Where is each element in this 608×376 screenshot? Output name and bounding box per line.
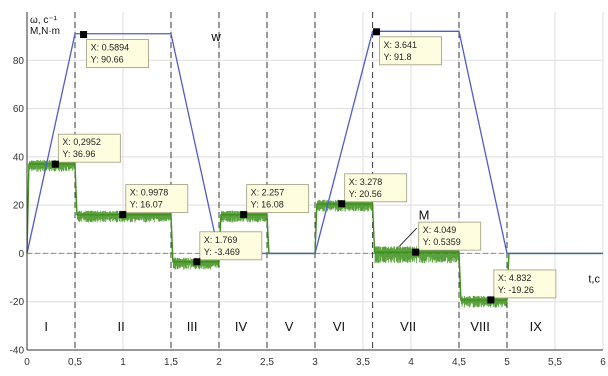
datatip-box bbox=[344, 173, 408, 203]
x-tick-label: 1,5 bbox=[164, 357, 178, 368]
y-tick-label: 20 bbox=[13, 201, 25, 212]
datatip-box bbox=[246, 184, 310, 214]
x-tick-label: 5 bbox=[504, 357, 510, 368]
datatip-box bbox=[125, 184, 189, 214]
datatip: X: 0,2952 Y: 36.96 bbox=[51, 133, 121, 168]
datatip: X: 0.5894 Y: 90.66 bbox=[80, 31, 149, 68]
datatip-x-text: X: 2.257 bbox=[251, 188, 285, 198]
datatip-x-text: X: 3.278 bbox=[349, 177, 383, 187]
y-tick-label: -20 bbox=[10, 297, 25, 308]
x-axis-label: t,c bbox=[588, 273, 600, 285]
datatip-y-text: Y: 91.8 bbox=[384, 52, 412, 62]
stage-label: III bbox=[187, 319, 198, 334]
x-tick-label: 1 bbox=[120, 357, 126, 368]
datatip-y-text: Y: -3.469 bbox=[204, 247, 240, 257]
y-axis-label: M,N·m bbox=[30, 26, 60, 37]
datatip-x-text: X: 3.641 bbox=[384, 40, 418, 50]
stage-label: I bbox=[44, 319, 48, 334]
datatip-marker bbox=[193, 258, 201, 266]
x-tick-label: 6 bbox=[600, 357, 606, 368]
x-tick-label: 0,5 bbox=[68, 357, 82, 368]
x-tick-label: 2,5 bbox=[260, 357, 274, 368]
datatip-marker bbox=[338, 200, 346, 208]
datatip: X: 4.832 Y: -19.26 bbox=[487, 269, 557, 304]
datatip-marker bbox=[373, 28, 381, 36]
x-tick-label: 2 bbox=[216, 357, 222, 368]
x-tick-label: 3 bbox=[312, 357, 318, 368]
datatip-marker bbox=[412, 248, 420, 256]
y-tick-label: -40 bbox=[10, 346, 25, 357]
stage-label: IV bbox=[235, 319, 248, 334]
datatip-y-text: Y: 16.07 bbox=[130, 200, 163, 210]
datatip: X: 0.9978 Y: 16.07 bbox=[119, 184, 189, 219]
y-tick-label: 40 bbox=[13, 152, 25, 163]
datatip-y-text: Y: 36.96 bbox=[62, 149, 95, 159]
datatips: X: 0,2952 Y: 36.96 X: 0.5894 Y: 90.66 X: 0.9… bbox=[51, 28, 557, 304]
stage-label: VI bbox=[333, 319, 345, 334]
datatip-y-text: Y: 90.66 bbox=[91, 55, 124, 65]
x-tick-label: 4 bbox=[408, 357, 414, 368]
datatip-y-text: Y: 16.08 bbox=[251, 200, 284, 210]
datatip: X: 2.257 Y: 16.08 bbox=[240, 184, 310, 219]
datatip-box bbox=[86, 39, 149, 68]
stage-label: IX bbox=[530, 319, 543, 334]
datatip-marker bbox=[240, 211, 248, 219]
series-line-w bbox=[26, 30, 603, 255]
datatip-x-text: X: 4.049 bbox=[423, 225, 457, 235]
stage-label: V bbox=[285, 319, 294, 334]
y-tick-label: 80 bbox=[13, 56, 25, 67]
datatip-box bbox=[418, 221, 482, 251]
datatip-marker bbox=[487, 296, 495, 304]
y-axis-label: ω, c⁻¹ bbox=[30, 15, 58, 26]
series-label-M: M bbox=[419, 208, 430, 223]
stage-label: VIII bbox=[470, 319, 490, 334]
datatip-box bbox=[199, 231, 263, 261]
datatip-y-text: Y: -19.26 bbox=[498, 285, 534, 295]
datatip-x-text: X: 0,2952 bbox=[62, 137, 101, 147]
datatip-x-text: X: 0.5894 bbox=[91, 43, 130, 53]
datatip-marker bbox=[51, 160, 59, 168]
x-tick-label: 4,5 bbox=[452, 357, 466, 368]
datatip: X: 3.641 Y: 91.8 bbox=[373, 28, 442, 66]
series-lines bbox=[26, 30, 603, 308]
datatip: X: 3.278 Y: 20.56 bbox=[338, 173, 408, 208]
datatip-y-text: Y: 0.5359 bbox=[423, 237, 461, 247]
datatip-y-text: Y: 20.56 bbox=[349, 189, 382, 199]
y-tick-label: 60 bbox=[13, 104, 25, 115]
datatip: X: 4.049 Y: 0.5359 bbox=[412, 221, 482, 256]
datatip-box bbox=[493, 269, 557, 299]
y-tick-label: 0 bbox=[18, 249, 24, 260]
series-label-w: w bbox=[210, 29, 221, 44]
datatip-x-text: X: 4.832 bbox=[498, 273, 532, 283]
axes: 0 0,5 1 1,5 2 2,5 3 3,5 4 4,5 5 5,5 6 -40 -20 0 20 40 60 80 bbox=[10, 12, 606, 368]
x-tick-label: 5,5 bbox=[548, 357, 562, 368]
x-tick-label: 3,5 bbox=[356, 357, 370, 368]
series-label-pointer bbox=[399, 227, 418, 247]
stage-label: VII bbox=[400, 319, 416, 334]
datatip: X: 1.769 Y: -3.469 bbox=[193, 231, 263, 266]
datatip-marker bbox=[119, 211, 127, 219]
datatip-box bbox=[379, 36, 442, 66]
datatip-x-text: X: 0.9978 bbox=[130, 188, 169, 198]
datatip-x-text: X: 1.769 bbox=[204, 235, 238, 245]
stage-label: II bbox=[117, 319, 124, 334]
x-tick-label: 0 bbox=[24, 357, 30, 368]
datatip-box bbox=[57, 133, 121, 163]
datatip-marker bbox=[80, 31, 88, 39]
